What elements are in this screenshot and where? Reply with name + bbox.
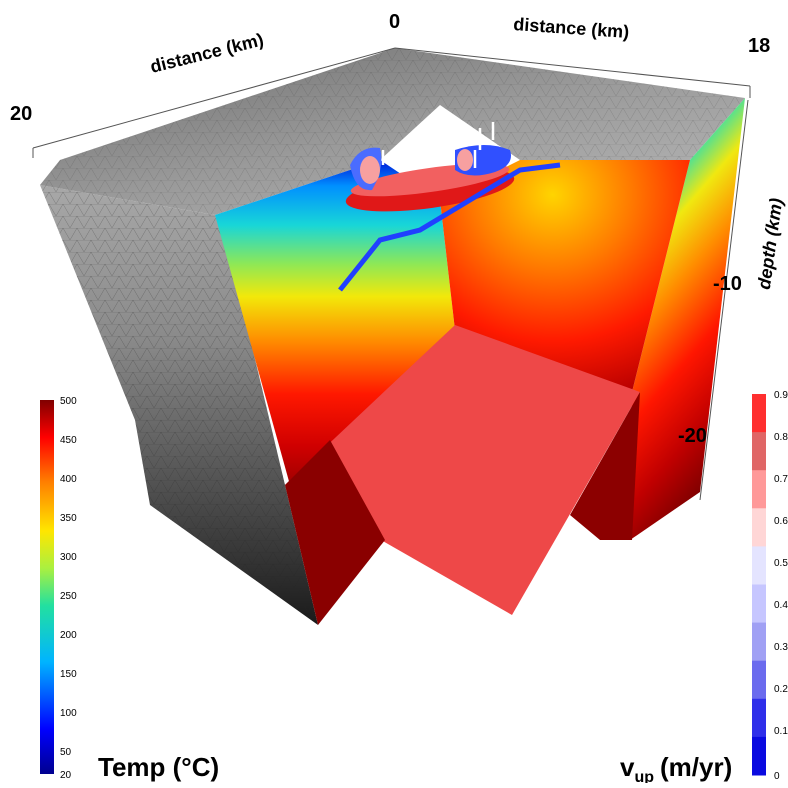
vup-colorbar-title: vup (m/yr)	[620, 752, 732, 783]
vup-tick-0-4: 0.4	[774, 600, 788, 611]
vup-swatch	[752, 736, 766, 776]
vup-swatch	[752, 546, 766, 585]
bottom-slab	[285, 325, 640, 615]
vup-colorbar: 0.9 0.8 0.7 0.6 0.5 0.4 0.3 0.2 0.1 0 vu…	[620, 390, 788, 786]
axis-frame	[32, 47, 751, 501]
temp-tick-200: 200	[60, 630, 77, 641]
vup-tick-0-8: 0.8	[774, 432, 788, 443]
temp-tick-450: 450	[60, 435, 77, 446]
temp-tick-20: 20	[60, 770, 72, 781]
distance-right-label: distance (km)	[513, 14, 630, 42]
temp-tick-350: 350	[60, 513, 77, 524]
vup-swatch	[752, 470, 766, 509]
uplift-vectors	[381, 122, 495, 168]
vup-tick-0-3: 0.3	[774, 642, 788, 653]
temp-tick-50: 50	[60, 747, 72, 758]
axis-corner-18: 18	[748, 35, 770, 57]
temp-tick-250: 250	[60, 591, 77, 602]
vup-title-sub: up	[634, 769, 654, 783]
temp-colorbar-title: Temp (°C)	[98, 752, 219, 782]
right-temperature-face	[630, 98, 745, 540]
vup-tick-0-6: 0.6	[774, 516, 788, 527]
vup-swatch	[752, 660, 766, 700]
left-mesh-face	[40, 185, 318, 625]
vup-swatch	[752, 622, 766, 662]
vup-tick-0-7: 0.7	[774, 474, 788, 485]
temp-tick-500: 500	[60, 396, 77, 407]
magma-body	[338, 145, 561, 292]
vup-tick-0-9: 0.9	[774, 390, 788, 401]
vup-swatch	[752, 394, 766, 433]
temp-tick-150: 150	[60, 669, 77, 680]
inner-wall	[440, 160, 690, 392]
vup-swatch	[752, 508, 766, 547]
axis-corner-0: 0	[389, 11, 400, 33]
vup-swatch	[752, 584, 766, 624]
axis-corner-20: 20	[10, 103, 32, 125]
front-temperature-face	[215, 160, 455, 485]
vup-tick-0-2: 0.2	[774, 684, 788, 695]
vup-swatch	[752, 432, 766, 471]
temp-tick-100: 100	[60, 708, 77, 719]
vup-swatch	[752, 698, 766, 738]
vup-title-main: v	[620, 752, 635, 782]
depth-label: depth (km)	[754, 197, 787, 291]
vup-tick-0-1: 0.1	[774, 726, 788, 737]
temp-colorbar: 500 450 400 350 300 250 200 150 100 50 2…	[40, 396, 219, 782]
front-pillar	[285, 440, 385, 625]
depth-tick-10: -10	[713, 273, 742, 295]
top-surface	[40, 48, 745, 215]
temp-tick-400: 400	[60, 474, 77, 485]
depth-tick-20: -20	[678, 425, 707, 447]
vup-tick-0: 0	[774, 771, 780, 782]
vup-tick-0-5: 0.5	[774, 558, 788, 569]
temp-colorbar-gradient	[40, 400, 54, 774]
vup-title-unit: (m/yr)	[660, 752, 732, 782]
temp-tick-300: 300	[60, 552, 77, 563]
right-pillar	[570, 392, 640, 540]
distance-left-label: distance (km)	[148, 29, 265, 76]
